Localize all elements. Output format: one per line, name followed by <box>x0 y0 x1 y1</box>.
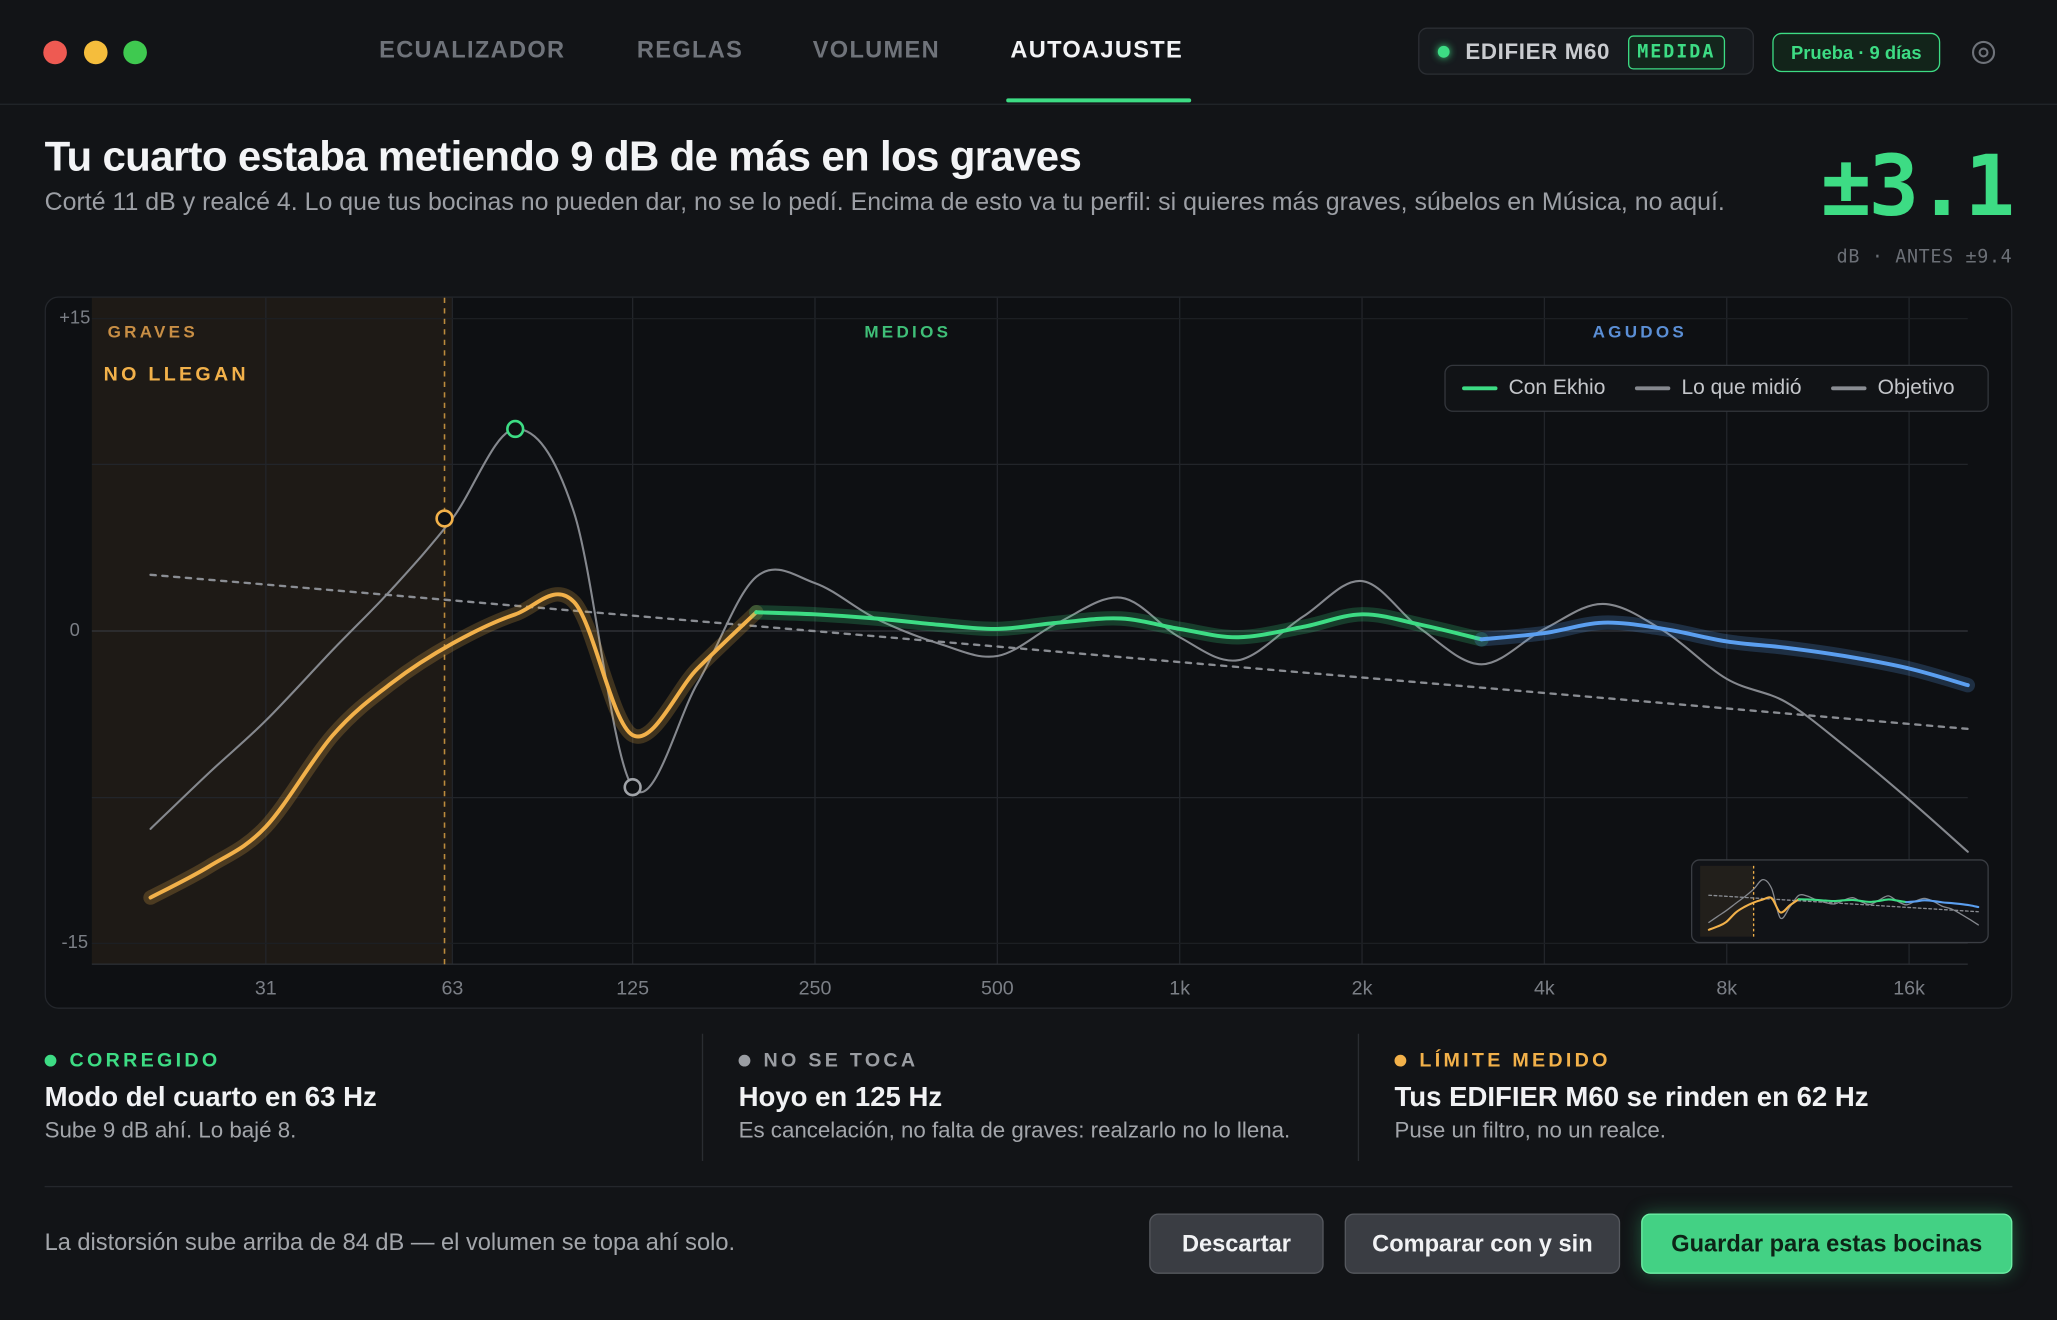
settings-icon[interactable] <box>1970 39 1996 65</box>
x-tick-label: 125 <box>616 977 649 999</box>
band-label: MEDIOS <box>864 323 951 342</box>
marker <box>623 778 642 797</box>
mini-line <box>1707 896 1800 931</box>
legend-label: Con Ekhio <box>1509 376 1606 399</box>
series-line <box>149 573 1969 731</box>
tab[interactable]: REGLAS <box>636 36 744 63</box>
save-button[interactable]: Guardar para estas bocinas <box>1641 1213 2013 1274</box>
marker <box>435 509 454 528</box>
y-tick-label: +15 <box>59 306 90 327</box>
device-name: EDIFIER M60 <box>1465 39 1611 65</box>
card-title: Modo del cuarto en 63 Hz <box>44 1082 377 1113</box>
x-tick-label: 63 <box>441 977 463 999</box>
chart-panel <box>44 296 2013 1009</box>
card-title: Hoyo en 125 Hz <box>738 1082 943 1113</box>
footer-note: La distorsión sube arriba de 84 dB — el … <box>44 1229 736 1256</box>
x-tick-label: 2k <box>1352 977 1373 999</box>
device-badge: MEDIDA <box>1628 35 1725 70</box>
active-tab-indicator <box>1006 98 1192 103</box>
tab[interactable]: AUTOAJUSTE <box>1010 36 1184 63</box>
score-value: ±3.1 <box>1820 139 2015 237</box>
divider <box>44 1185 2013 1188</box>
score-caption: dB · ANTES ±9.4 <box>1836 246 2013 268</box>
x-tick-label: 250 <box>799 977 832 999</box>
minimize-button[interactable] <box>83 40 108 65</box>
divider <box>701 1033 704 1161</box>
chart-background-layer <box>91 297 1968 965</box>
x-tick-label: 4k <box>1534 977 1555 999</box>
page-subtitle: Corté 11 dB y realcé 4. Lo que tus bocin… <box>44 188 1725 217</box>
legend-label: Objetivo <box>1878 376 1955 399</box>
y-tick-label: 0 <box>70 619 80 640</box>
series-line <box>148 592 759 900</box>
y-tick-label: -15 <box>62 931 89 952</box>
band-label: AGUDOS <box>1593 323 1688 342</box>
status-dot <box>738 1054 751 1067</box>
status-dot <box>1437 45 1450 58</box>
card-text: Puse un filtro, no un realce. <box>1394 1117 1667 1143</box>
mini-line <box>1905 899 1980 909</box>
region-label: NO LLEGAN <box>104 363 249 385</box>
chart-overlay-layer: 31 63 125 250 500 1k 2k 4k 8k 16k +15 0 -15 GRAVES MED… <box>59 306 1989 999</box>
card-text: Sube 9 dB ahí. Lo bajé 8. <box>44 1117 297 1143</box>
card-text: Es cancelación, no falta de graves: real… <box>738 1117 1291 1143</box>
page-title: Tu cuarto estaba metiendo 9 dB de más en… <box>44 132 1082 180</box>
chart-lines-layer <box>143 427 1976 905</box>
mini-shaded-region <box>1700 865 1754 937</box>
x-tick-label: 500 <box>981 977 1014 999</box>
close-button[interactable] <box>43 40 67 65</box>
trial-badge[interactable]: Prueba · 9 días <box>1772 32 1941 73</box>
band-label: GRAVES <box>108 323 198 342</box>
response-chart: 31 63 125 250 500 1k 2k 4k 8k 16k +15 0 -15 GRAVES MED… <box>44 296 2013 1009</box>
x-tick-label: 1k <box>1169 977 1190 999</box>
divider <box>1357 1033 1360 1161</box>
card-status: NO SE TOCA <box>763 1049 919 1072</box>
series-line <box>1479 620 1970 688</box>
gear-outline <box>1971 40 1996 65</box>
device-pill[interactable]: EDIFIER M60 MEDIDA <box>1418 27 1754 75</box>
status-dot <box>1394 1054 1407 1067</box>
series-line <box>754 610 1484 642</box>
legend-box <box>1444 364 1989 412</box>
x-tick-label: 8k <box>1716 977 1737 999</box>
card-status: CORREGIDO <box>69 1049 221 1072</box>
x-tick-label: 16k <box>1893 977 1925 999</box>
compare-button[interactable]: Comparar con y sin <box>1344 1213 1621 1274</box>
mini-line <box>1708 894 1979 913</box>
discard-button[interactable]: Descartar <box>1149 1213 1324 1274</box>
card-title: Tus EDIFIER M60 se rinden en 62 Hz <box>1394 1082 1869 1113</box>
zoom-button[interactable] <box>123 40 147 65</box>
tab[interactable]: VOLUMEN <box>812 36 940 63</box>
tab[interactable]: ECUALIZADOR <box>379 36 566 63</box>
status-dot <box>44 1054 57 1067</box>
card-status: LÍMITE MEDIDO <box>1419 1049 1611 1072</box>
divider <box>0 103 2057 105</box>
legend-label: Lo que midió <box>1681 376 1801 399</box>
gear-center <box>1978 47 1989 58</box>
mini-line <box>1797 898 1908 904</box>
x-tick-label: 31 <box>255 977 277 999</box>
marker <box>506 419 525 439</box>
